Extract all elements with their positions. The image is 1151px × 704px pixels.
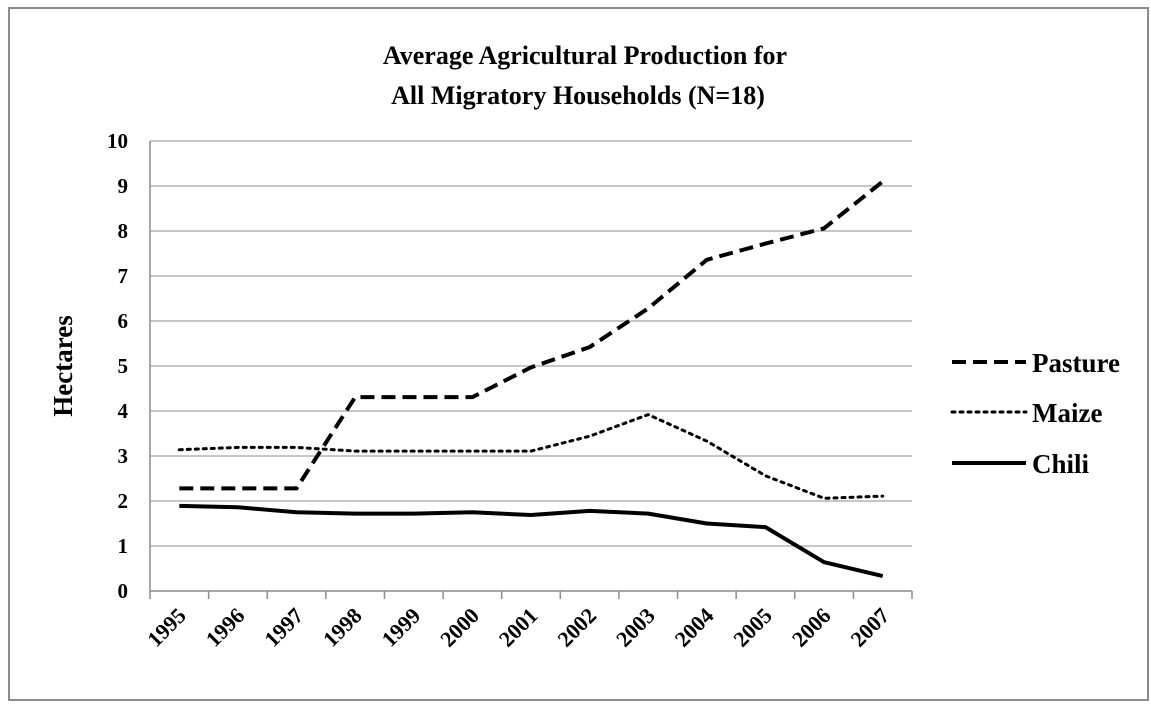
legend: Pasture Maize Chili: [950, 348, 1120, 479]
x-tick-label: 2002: [552, 603, 601, 652]
x-tick-label: 2004: [670, 603, 719, 652]
x-tick-label: 1997: [259, 603, 308, 652]
y-tick-label: 9: [118, 174, 129, 198]
legend-label-chili: Chili: [1032, 449, 1090, 479]
chart-title-line-2: All Migratory Households (N=18): [391, 81, 765, 110]
x-tick-label: 1998: [318, 603, 367, 652]
y-axis-ticks: 0 1 2 3 4 5 6 7 8 9 10: [107, 129, 129, 603]
series-line-pasture: [179, 179, 884, 491]
x-tick-label: 2007: [845, 603, 894, 652]
y-tick-label: 0: [118, 579, 129, 603]
x-tick-label: 2006: [787, 603, 836, 652]
y-tick-label: 3: [118, 444, 129, 468]
y-tick-label: 10: [107, 129, 128, 153]
x-tick-label: 2000: [435, 603, 484, 652]
x-tick-label: 1996: [201, 603, 250, 652]
y-axis-label: Hectares: [48, 315, 78, 416]
series-lines: [177, 179, 885, 579]
series-line-chili: [179, 503, 884, 579]
y-tick-label: 6: [118, 309, 129, 333]
y-tick-label: 8: [118, 219, 129, 243]
y-tick-label: 2: [118, 489, 129, 513]
series-line-maize: [177, 413, 885, 500]
x-tick-label: 2005: [728, 603, 777, 652]
y-tick-label: 7: [118, 264, 129, 288]
gridlines: [149, 140, 913, 599]
x-tick-label: 2003: [611, 603, 660, 652]
y-tick-label: 5: [118, 354, 129, 378]
x-tick-label: 1999: [377, 603, 426, 652]
x-tick-label: 2001: [494, 603, 543, 652]
legend-label-pasture: Pasture: [1032, 348, 1120, 378]
chart-title: Average Agricultural Production for: [383, 41, 787, 70]
y-tick-label: 1: [118, 534, 129, 558]
x-axis-ticks: 1995 1996 1997 1998 1999 2000 2001 2002 2003 2004…: [142, 603, 894, 652]
chart-frame: [8, 7, 1149, 701]
x-tick-label: 1995: [142, 603, 191, 652]
legend-label-maize: Maize: [1032, 398, 1102, 428]
y-tick-label: 4: [118, 399, 129, 423]
